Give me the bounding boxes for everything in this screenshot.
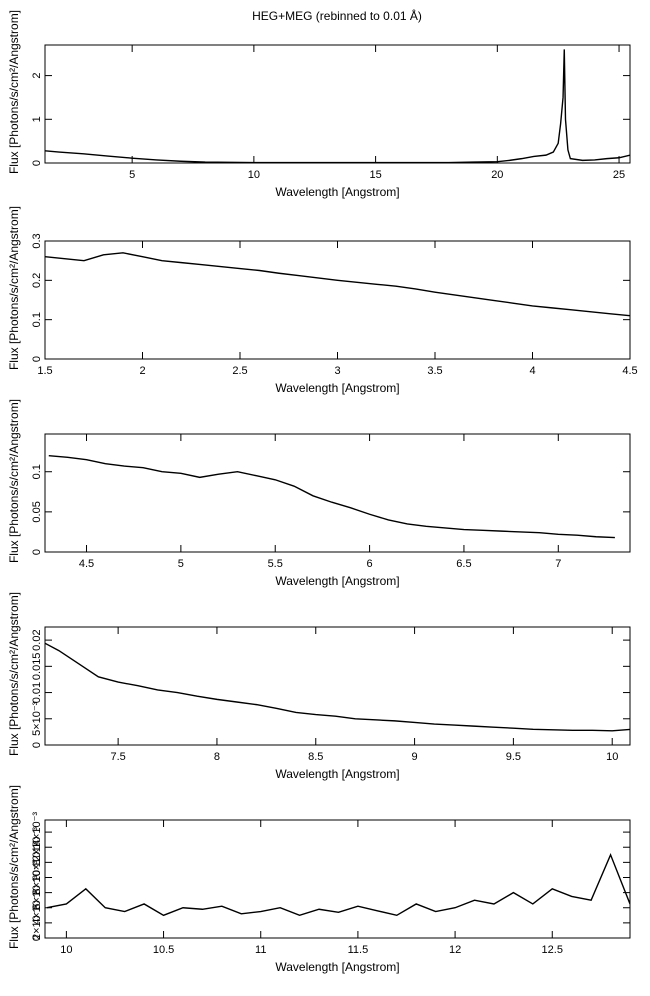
x-tick-label: 4 <box>529 365 535 377</box>
x-axis-label: Wavelength [Angstrom] <box>275 381 399 395</box>
frame <box>44 819 631 939</box>
spectrum-line <box>48 454 615 539</box>
x-axis-label: Wavelength [Angstrom] <box>275 960 399 974</box>
y-tick-label: 5×10⁻³ <box>31 701 43 736</box>
panel: 5 10 15 20 25 0 1 2 Wavelength [Angstrom] Flux [P… <box>7 10 631 199</box>
x-tick-label: 1.5 <box>37 365 52 377</box>
y-tick-label: 0.05 <box>31 501 43 522</box>
panel: 10 10.5 11 11.5 12 12.5 02×10⁻³4×10⁻³6×10⁻³8×1… <box>7 785 631 974</box>
x-tick-label: 25 <box>613 169 625 181</box>
spectrum-line <box>45 252 630 317</box>
panel: 1.5 2 2.5 3 3.5 4 4.5 0 0.1 0.2 0.3 Wavelength [Ang… <box>7 206 638 395</box>
y-tick-label: 4×10⁻³ <box>31 890 43 925</box>
x-axis-label: Wavelength [Angstrom] <box>275 574 399 588</box>
x-tick-label: 2.5 <box>232 365 247 377</box>
y-tick-label: 1 <box>31 116 43 122</box>
x-tick-label: 8 <box>214 751 220 763</box>
y-tick-label: 0 <box>31 935 43 941</box>
x-axis-label: Wavelength [Angstrom] <box>275 767 399 781</box>
frame <box>44 240 631 360</box>
x-tick-label: 10.5 <box>153 944 174 956</box>
x-tick-label: 9 <box>412 751 418 763</box>
spectrum-line <box>45 642 630 732</box>
y-tick-label: 0 <box>31 160 43 166</box>
x-tick-label: 6.5 <box>456 558 471 570</box>
x-tick-label: 5 <box>178 558 184 570</box>
x-tick-label: 2 <box>139 365 145 377</box>
x-tick-label: 6 <box>367 558 373 570</box>
y-tick-label: 0 <box>31 742 43 748</box>
y-tick-label: 0 <box>31 356 43 362</box>
x-tick-label: 7 <box>555 558 561 570</box>
y-tick-label: 12×10⁻³ <box>31 827 43 868</box>
y-tick-label: 0.2 <box>31 273 43 288</box>
y-tick-label: 0.1 <box>31 312 43 327</box>
y-axis-label: Flux [Photons/s/cm²/Angstrom] <box>7 10 21 174</box>
plot-area <box>45 642 630 732</box>
y-tick-label: 0.1 <box>31 464 43 479</box>
x-tick-label: 5 <box>129 169 135 181</box>
x-tick-label: 11 <box>255 944 266 956</box>
panel: 7.5 8 8.5 9 9.5 10 0 5×10⁻³0.010.015 0.02 Wavelen… <box>7 592 631 781</box>
y-axis-label: Flux [Photons/s/cm²/Angstrom] <box>7 785 21 949</box>
y-axis-label: Flux [Photons/s/cm²/Angstrom] <box>7 399 21 563</box>
x-tick-label: 9.5 <box>506 751 521 763</box>
x-tick-label: 10 <box>606 751 618 763</box>
y-tick-label: 2 <box>31 73 43 79</box>
x-tick-label: 11.5 <box>348 944 369 956</box>
x-tick-label: 10 <box>248 169 260 181</box>
plot-area <box>48 454 615 539</box>
x-tick-label: 15 <box>369 169 381 181</box>
plot-area <box>46 852 630 917</box>
x-tick-label: 5.5 <box>268 558 283 570</box>
x-tick-label: 12.5 <box>542 944 563 956</box>
y-tick-label: 8×10⁻³ <box>31 860 43 895</box>
x-tick-label: 20 <box>491 169 503 181</box>
x-tick-label: 12 <box>449 944 461 956</box>
y-tick-label: 6×10⁻³ <box>31 875 43 910</box>
spectrum-line <box>46 852 630 917</box>
panel: 4.5 5 5.5 6 6.5 7 0 0.05 0.1 Wavelength [Angstrom… <box>7 399 631 588</box>
figure-title: HEG+MEG (rebinned to 0.01 Å) <box>252 8 422 23</box>
x-tick-label: 3 <box>334 365 340 377</box>
y-tick-label: 0 <box>31 549 43 555</box>
y-axis-label: Flux [Photons/s/cm²/Angstrom] <box>7 592 21 756</box>
x-axis-label: Wavelength [Angstrom] <box>275 185 399 199</box>
frame <box>44 44 631 164</box>
x-tick-label: 10 <box>60 944 72 956</box>
y-tick-label: 14×10⁻³ <box>31 812 43 853</box>
y-tick-label: 0.3 <box>31 233 43 248</box>
y-tick-label: 2×10⁻³ <box>31 905 43 940</box>
x-tick-label: 4.5 <box>79 558 94 570</box>
y-tick-label: 0.02 <box>31 629 43 650</box>
x-tick-label: 8.5 <box>308 751 323 763</box>
x-tick-label: 3.5 <box>427 365 442 377</box>
y-axis-label: Flux [Photons/s/cm²/Angstrom] <box>7 206 21 370</box>
y-tick-label: 0.015 <box>31 653 43 681</box>
spectrum-line <box>45 49 630 163</box>
x-tick-label: 4.5 <box>622 365 637 377</box>
x-tick-label: 7.5 <box>110 751 125 763</box>
frame <box>44 433 631 553</box>
y-tick-label: 10×10⁻³ <box>31 842 43 883</box>
plot-area <box>45 49 630 163</box>
y-tick-label: 0.01 <box>31 682 43 703</box>
plot-area <box>45 252 630 317</box>
frame <box>44 626 631 746</box>
